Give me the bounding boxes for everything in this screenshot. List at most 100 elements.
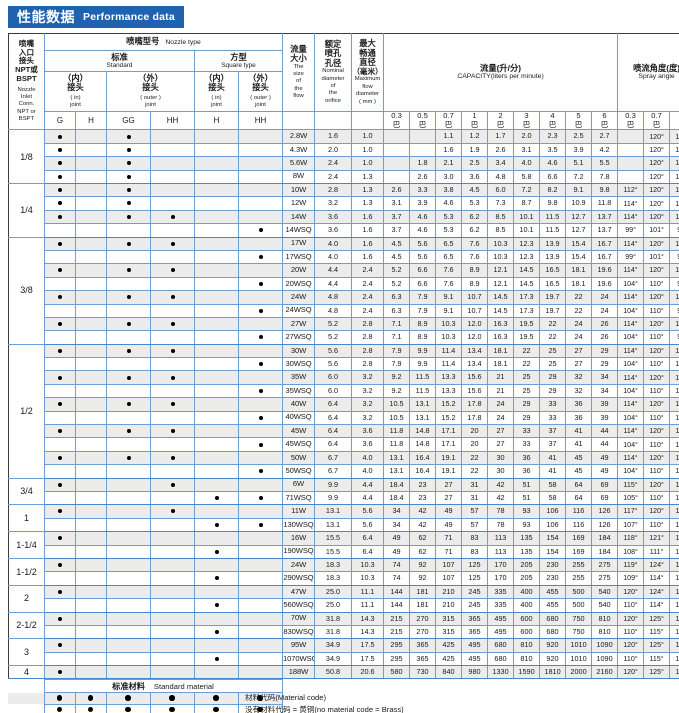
dot-cell-HH <box>150 424 195 439</box>
capacity-value-1: 14.8 <box>409 424 437 439</box>
section-label-1-8: 1/8 <box>8 129 45 184</box>
orifice-diameter-value: 1.0 <box>351 156 385 171</box>
capacity-value-1: 92 <box>409 571 437 586</box>
flow-size-en-5: flow <box>293 93 304 100</box>
nozzle-model: 40W <box>282 397 316 412</box>
dot-cell-GG <box>106 504 151 519</box>
nozzle-model: 95W <box>282 638 316 653</box>
dot-cell-HH <box>150 169 195 185</box>
capacity-value-8: 13.7 <box>591 209 619 225</box>
capacity-value-2: 3.0 <box>435 169 463 185</box>
maxflow-cn-4: （毫米） <box>352 66 383 76</box>
capacity-value-7: 45 <box>565 464 593 479</box>
spray-angle-value-0: 114° <box>617 397 645 412</box>
dot-cell-Hsq <box>194 571 239 586</box>
dot-cell-Hsq <box>194 544 239 559</box>
capacity-value-2: 7.6 <box>435 263 463 278</box>
spray-angle-value-1: 110° <box>643 303 671 318</box>
capacity-value-8: 26 <box>591 330 619 345</box>
capacity-value-8: 19.6 <box>591 276 619 292</box>
dot-cell-H <box>75 490 107 506</box>
flow-size-value: 4.0 <box>314 236 353 251</box>
dot-cell-G <box>44 169 76 185</box>
flow-size-value: 1.6 <box>314 129 353 144</box>
availability-dot <box>126 321 131 326</box>
pressure-cap-5-value: 3 <box>524 111 529 120</box>
orifice-diameter-value: 1.6 <box>351 223 385 238</box>
flow-size-value: 2.4 <box>314 169 353 185</box>
capacity-value-7: 32 <box>565 370 593 385</box>
spray-angle-value-1: 120° <box>643 397 671 412</box>
capacity-value-7: 41 <box>565 437 593 452</box>
dot-cell-HH <box>150 383 195 399</box>
dot-cell-G <box>44 209 76 225</box>
spray-angle-value-2: 106° <box>669 316 679 332</box>
page-title-en: Performance data <box>83 10 175 23</box>
header-square-type: 方型 Square type <box>193 50 284 72</box>
spray-angle-value-2: 109° <box>669 598 679 613</box>
capacity-value-5: 135 <box>513 544 541 559</box>
material-availability-dot <box>56 695 63 701</box>
spray-angle-value-2: 94° <box>669 276 679 292</box>
capacity-value-3: 495 <box>461 638 489 653</box>
dot-cell-GG <box>106 276 151 292</box>
table-row: 14WSQ 3.6 1.6 3.7 4.6 5.3 6.2 8.5 10.1 11.5 12.7 13… <box>9 223 679 238</box>
dot-cell-HHsq <box>237 504 284 519</box>
capacity-value-4: 30 <box>487 464 515 479</box>
capacity-value-7: 22 <box>565 290 593 305</box>
capacity-value-0: 13.1 <box>383 464 411 479</box>
capacity-value-7: 169 <box>565 544 593 559</box>
dot-cell-HHsq <box>237 464 284 479</box>
dot-cell-G <box>44 517 76 533</box>
performance-table-wrapper: 喷嘴 入口 接头 NPT或 BSPT Nozzle Inlet Conn. NP… <box>8 32 679 680</box>
capacity-value-0: 144 <box>383 584 411 600</box>
spray-angle-value-1: 124° <box>643 584 671 600</box>
dot-cell-HHsq <box>237 598 284 613</box>
capacity-value-6: 106 <box>539 517 567 533</box>
availability-dot <box>58 348 62 353</box>
dot-cell-HH <box>150 490 195 506</box>
spray-angle-value-1: 120° <box>643 142 671 158</box>
capacity-value-5: 93 <box>513 517 541 533</box>
capacity-value-2: 315 <box>435 624 463 640</box>
capacity-value-8: 29 <box>591 357 619 372</box>
capacity-value-4: 170 <box>487 571 515 586</box>
capacity-value-8: 126 <box>591 517 619 533</box>
dot-cell-GG <box>106 316 151 332</box>
capacity-value-5: 12.3 <box>513 236 541 251</box>
dot-cell-GG <box>106 557 151 573</box>
spray-angle-value-1: 110° <box>643 517 671 533</box>
capacity-value-2: 1.1 <box>435 129 463 144</box>
availability-dot <box>126 188 131 193</box>
capacity-value-5: 135 <box>513 531 541 546</box>
dot-cell-HH <box>150 330 195 345</box>
capacity-value-7: 1010 <box>565 638 593 653</box>
capacity-value-6: 680 <box>539 624 567 640</box>
dot-cell-H <box>75 464 107 479</box>
dot-cell-Hsq <box>194 290 239 305</box>
capacity-value-0: 3.7 <box>383 223 411 238</box>
dot-cell-HH <box>150 598 195 613</box>
square-en: Square type <box>221 62 256 70</box>
orifice-diameter-value: 17.5 <box>351 638 385 653</box>
availability-dot <box>58 429 62 434</box>
material-dot-cell-HHsq <box>237 692 283 705</box>
flow-size-value: 4.8 <box>314 290 353 305</box>
capacity-value-5: 400 <box>513 598 541 613</box>
spray-angle-value-1: 121° <box>643 531 671 546</box>
capacity-value-0: 6.3 <box>383 290 411 305</box>
flow-size-value: 9.9 <box>314 490 353 506</box>
capacity-value-1: 11.5 <box>409 370 437 385</box>
spray-angle-value-2: 104° <box>669 290 679 305</box>
dot-cell-HH <box>150 263 195 278</box>
spray-angle-value-1: 120° <box>643 236 671 251</box>
capacity-value-0: 3.1 <box>383 196 411 211</box>
spray-angle-value-2: 102° <box>669 383 679 399</box>
capacity-value-5: 19.5 <box>513 330 541 345</box>
nozzle-model: 130WSQ <box>282 517 316 533</box>
capacity-value-3: 17.8 <box>461 410 489 426</box>
capacity-value-1: 7.9 <box>409 290 437 305</box>
dot-cell-GG <box>106 437 151 452</box>
orifice-diameter-value: 1.0 <box>351 142 385 158</box>
